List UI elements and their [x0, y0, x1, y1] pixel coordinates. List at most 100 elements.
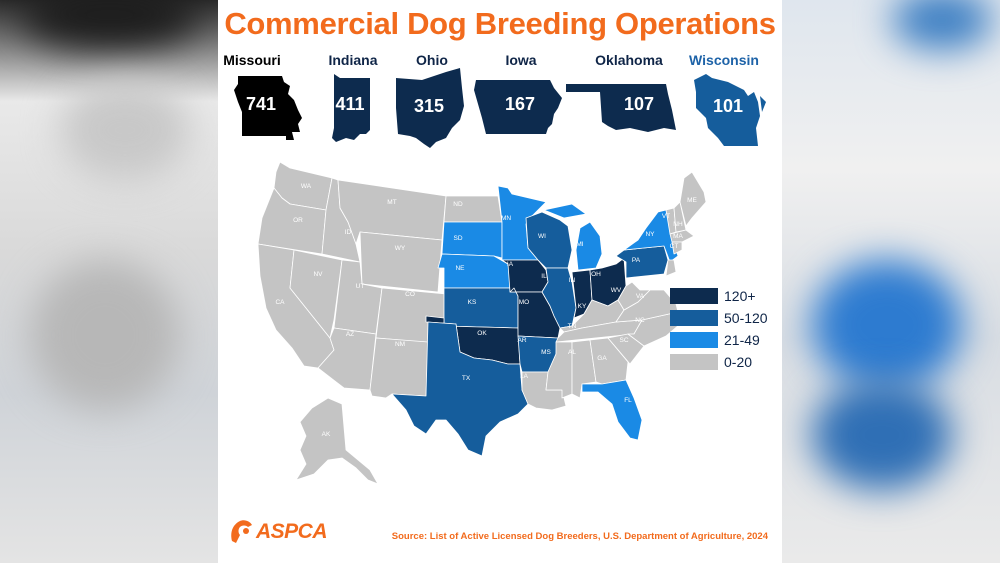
- legend-item: 120+: [670, 286, 780, 308]
- state-label-id: ID: [345, 229, 352, 236]
- state-label-ks: KS: [468, 299, 477, 306]
- wisconsin-shape: 101: [692, 72, 772, 150]
- background-blob: [812, 380, 952, 490]
- state-label-nm: NM: [395, 341, 405, 348]
- indiana-shape: 411: [326, 72, 374, 148]
- state-label-co: CO: [405, 291, 415, 298]
- background-right: [782, 0, 1000, 563]
- infographic-card: Commercial Dog Breeding Operations Misso…: [218, 0, 782, 563]
- background-blob: [812, 260, 962, 390]
- state-label-ky: KY: [578, 303, 587, 310]
- wisconsin-silhouette: [694, 74, 766, 146]
- iowa-silhouette: [474, 80, 562, 134]
- state-label-sd: SD: [453, 235, 462, 242]
- top-state-name-oklahoma: Oklahoma: [595, 52, 663, 68]
- state-label-fl: FL: [624, 397, 632, 404]
- state-AK: [295, 397, 379, 485]
- legend-swatch: [670, 288, 718, 304]
- legend-swatch: [670, 310, 718, 326]
- background-left: [0, 0, 218, 563]
- top-state-count-wisconsin: 101: [712, 96, 744, 116]
- state-SD: [441, 221, 503, 259]
- state-label-oh: OH: [591, 271, 601, 278]
- state-ND: [443, 195, 503, 223]
- state-label-ut: UT: [356, 283, 365, 290]
- state-label-mt: MT: [387, 199, 396, 206]
- map-state-shapes: [257, 161, 707, 485]
- background-blob: [30, 260, 180, 410]
- indiana-silhouette: [332, 74, 370, 142]
- state-label-wi: WI: [538, 233, 546, 240]
- state-label-wa: WA: [301, 183, 312, 190]
- legend-item: 21-49: [670, 330, 780, 352]
- state-label-ne: NE: [455, 265, 465, 272]
- oklahoma-shape: 107: [566, 82, 688, 136]
- state-label-az: AZ: [346, 331, 354, 338]
- state-KS: [443, 287, 519, 329]
- state-label-sc: SC: [619, 337, 628, 344]
- state-label-tx: TX: [462, 375, 471, 382]
- state-label-ok: OK: [477, 330, 487, 337]
- ohio-shape: 315: [394, 68, 468, 150]
- legend-swatch: [670, 332, 718, 348]
- state-label-ms: MS: [541, 349, 551, 356]
- state-label-wv: WV: [611, 287, 622, 294]
- state-WI: [525, 211, 573, 269]
- legend-label: 50-120: [724, 310, 768, 326]
- source-note: Source: List of Active Licensed Dog Bree…: [391, 531, 768, 542]
- state-label-va: VA: [636, 293, 645, 300]
- top-state-count-indiana: 411: [335, 94, 365, 114]
- state-WV: [617, 281, 651, 311]
- state-label-ct: CT: [670, 243, 679, 250]
- state-WY: [359, 231, 443, 293]
- state-FL: [581, 379, 643, 441]
- state-label-ar: AR: [517, 337, 526, 344]
- state-NJ: [665, 259, 677, 277]
- state-label-ca: CA: [275, 299, 285, 306]
- background-blob: [60, 80, 190, 180]
- aspca-horse-icon: [231, 520, 252, 543]
- state-TX: [391, 321, 529, 457]
- legend-swatch: [670, 354, 718, 370]
- state-label-al: AL: [568, 349, 576, 356]
- oklahoma-silhouette: [566, 84, 676, 132]
- legend-item: 50-120: [670, 308, 780, 330]
- state-label-ma: MA: [673, 233, 683, 240]
- aspca-logo-text: ASPCA: [256, 520, 328, 543]
- top-state-count-iowa: 167: [504, 94, 536, 114]
- missouri-shape: 741: [232, 72, 304, 144]
- legend-label: 120+: [724, 288, 756, 304]
- state-label-vt: VT: [662, 213, 670, 220]
- top-state-name-indiana: Indiana: [328, 52, 378, 68]
- map-state-labels: WA OR CA ID NV MT WY UT AZ CO NM ND SD N…: [275, 183, 697, 438]
- state-label-nd: ND: [453, 201, 463, 208]
- state-label-ny: NY: [645, 231, 655, 238]
- state-label-me: ME: [687, 197, 697, 204]
- state-label-tn: TN: [568, 323, 577, 330]
- legend-item: 0-20: [670, 352, 780, 374]
- map-legend: 120+ 50-120 21-49 0-20: [670, 286, 780, 374]
- page-title: Commercial Dog Breeding Operations: [224, 6, 776, 41]
- state-label-la: LA: [520, 373, 529, 380]
- top-state-count-oklahoma: 107: [623, 94, 655, 114]
- state-label-in: IN: [569, 277, 576, 284]
- top-state-name-wisconsin: Wisconsin: [689, 52, 759, 68]
- state-label-nh: NH: [673, 221, 683, 228]
- top-state-name-ohio: Ohio: [416, 52, 448, 68]
- state-label-or: OR: [293, 217, 303, 224]
- missouri-silhouette: [234, 76, 302, 140]
- background-blob: [20, 0, 200, 50]
- top-state-name-iowa: Iowa: [505, 52, 537, 68]
- state-label-nv: NV: [313, 271, 323, 278]
- aspca-logo: ASPCA: [228, 517, 328, 550]
- us-map: WA OR CA ID NV MT WY UT AZ CO NM ND SD N…: [257, 161, 707, 485]
- iowa-shape: 167: [474, 74, 566, 138]
- state-label-mi: MI: [576, 241, 583, 248]
- state-label-mn: MN: [501, 215, 511, 222]
- state-NV: [289, 249, 343, 339]
- background-blob: [892, 0, 992, 50]
- legend-label: 0-20: [724, 354, 753, 370]
- ohio-silhouette: [396, 68, 464, 148]
- state-label-mo: MO: [519, 299, 529, 306]
- state-label-ia: IA: [507, 261, 514, 268]
